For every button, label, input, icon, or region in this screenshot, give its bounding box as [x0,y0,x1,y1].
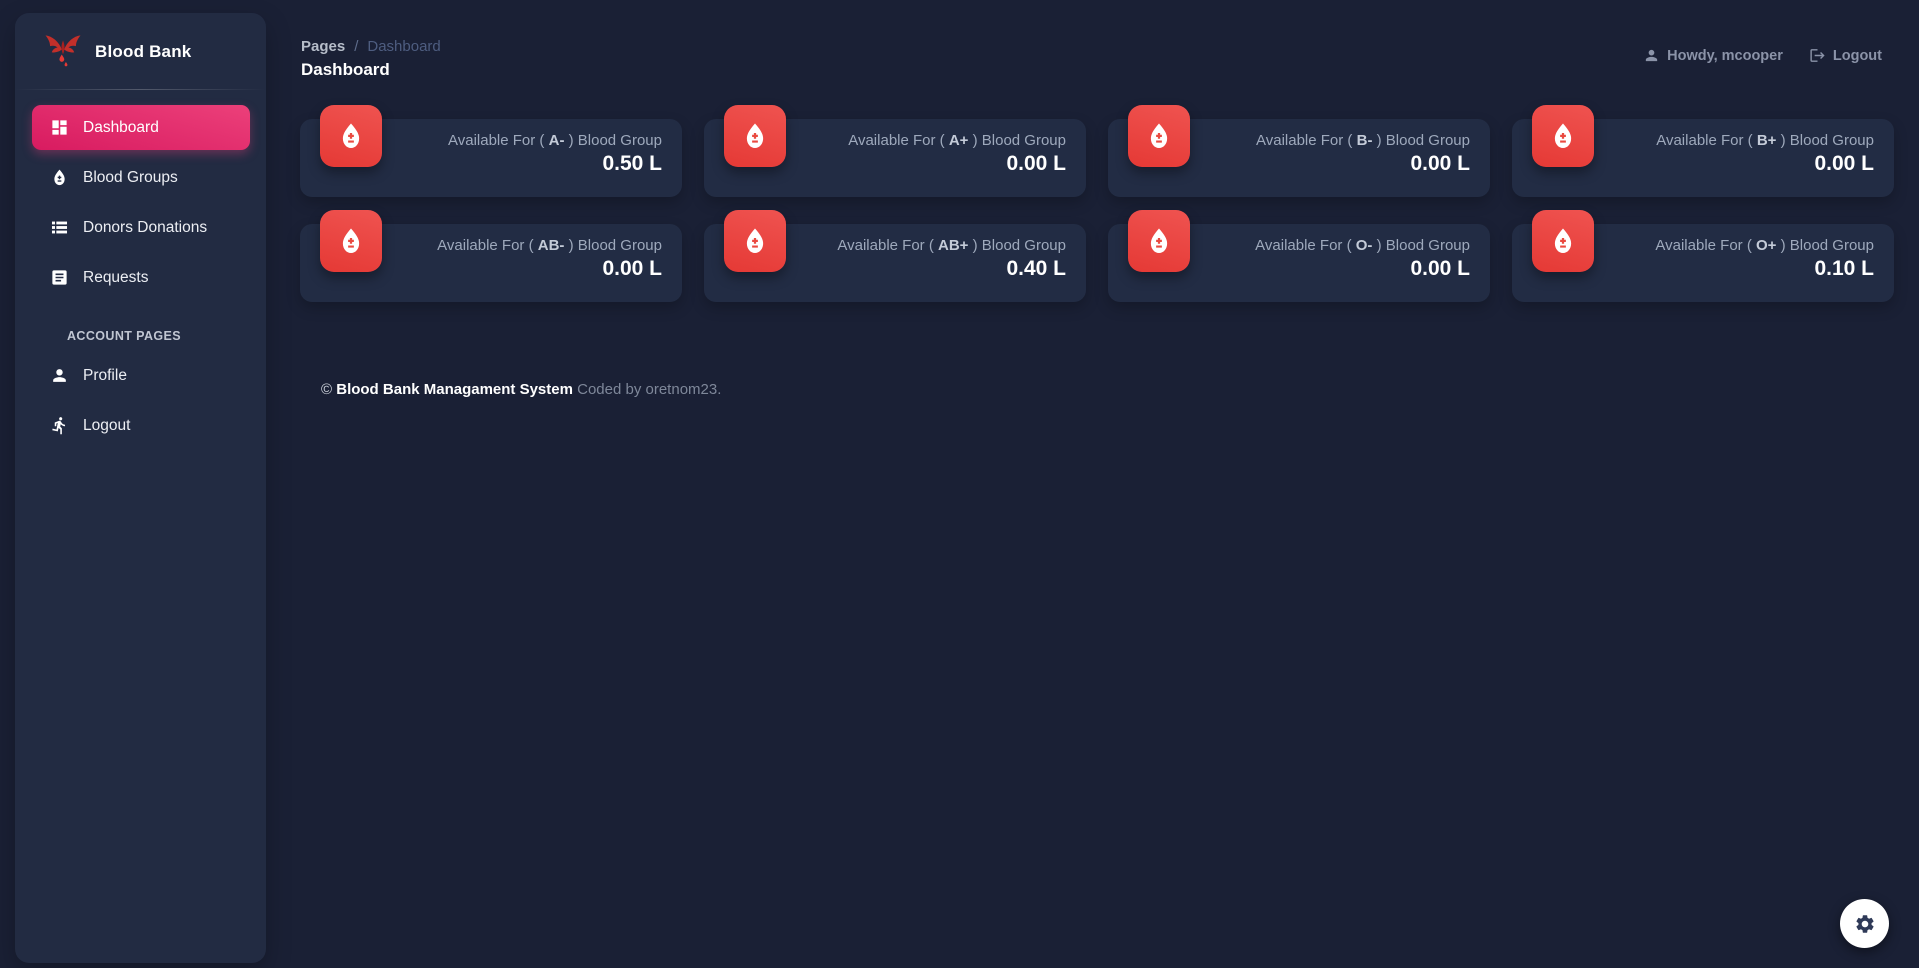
dashboard-icon [49,118,69,138]
card-label: Available For ( AB+ ) Blood Group [837,237,1066,254]
user-greeting[interactable]: Howdy, mcooper [1643,47,1783,64]
footer-credit-text: Coded by oretnom23. [577,381,722,398]
card-value: 0.00 L [1410,257,1470,280]
card-blood-group-a-neg: Available For ( A- ) Blood Group 0.50 L [300,105,682,197]
running-person-icon [49,416,69,436]
breadcrumb: Pages / Dashboard [301,38,441,55]
sidebar-item-label: Requests [83,268,149,286]
person-icon [1645,49,1658,62]
card-label: Available For ( AB- ) Blood Group [437,237,662,254]
copyright-symbol: © [321,381,333,398]
card-label: Available For ( A+ ) Blood Group [848,132,1066,149]
card-value: 0.00 L [1006,152,1066,175]
card-label: Available For ( B- ) Blood Group [1256,132,1470,149]
card-value: 0.00 L [1814,152,1874,175]
account-pages-section-label: ACCOUNT PAGES [67,329,182,343]
user-greeting-label: Howdy, mcooper [1667,47,1783,64]
blood-group-cards: Available For ( A- ) Blood Group 0.50 L … [300,105,1894,302]
sidebar-item-dashboard[interactable]: Dashboard [32,105,250,150]
sidebar-item-label: Logout [83,416,131,434]
breadcrumb-separator: / [354,38,359,55]
brand-name: Blood Bank [95,42,192,61]
logout-button[interactable]: Logout [1809,47,1882,64]
card-blood-group-b-neg: Available For ( B- ) Blood Group 0.00 L [1108,105,1490,197]
sidebar-item-label: Profile [83,366,127,384]
sidebar-item-label: Blood Groups [83,168,178,186]
card-blood-group-ab-pos: Available For ( AB+ ) Blood Group 0.40 L [704,210,1086,302]
sidebar-item-label: Dashboard [83,118,159,136]
sidebar-nav: Dashboard Blood Groups Dono [15,90,266,448]
footer-title: Blood Bank Managament System [336,381,573,398]
card-value: 0.40 L [1006,257,1066,280]
blood-drop-icon [320,210,382,272]
sidebar-divider [15,89,266,90]
brand[interactable]: Blood Bank [15,13,266,89]
table-rows-icon [49,218,69,238]
card-blood-group-o-pos: Available For ( O+ ) Blood Group 0.10 L [1512,210,1894,302]
logout-label: Logout [1832,47,1882,64]
sign-out-icon [1810,49,1825,62]
card-blood-group-a-pos: Available For ( A+ ) Blood Group 0.00 L [704,105,1086,197]
gear-icon [1855,914,1874,933]
card-label: Available For ( O+ ) Blood Group [1655,237,1874,254]
person-icon [49,366,69,386]
blood-drop-icon [320,105,382,167]
card-value: 0.10 L [1814,257,1874,280]
footer-credit: © Blood Bank Managament System Coded by … [321,381,721,398]
card-blood-group-o-neg: Available For ( O- ) Blood Group 0.00 L [1108,210,1490,302]
card-label: Available For ( B+ ) Blood Group [1656,132,1874,149]
card-value: 0.00 L [602,257,662,280]
sidebar-item-requests[interactable]: Requests [32,255,250,300]
sidebar-item-profile[interactable]: Profile [32,353,250,398]
breadcrumb-current: Dashboard [367,38,441,55]
blood-drop-icon [724,210,786,272]
card-label: Available For ( O- ) Blood Group [1255,237,1470,254]
blood-drop-icon [1128,105,1190,167]
card-label: Available For ( A- ) Blood Group [448,132,662,149]
card-value: 0.50 L [602,152,662,175]
document-icon [49,268,69,288]
blood-drop-icon [1532,210,1594,272]
page-title: Dashboard [301,60,390,79]
sidebar: Blood Bank Dashboard Blood Groups [15,13,266,963]
phoenix-logo-icon [45,35,81,67]
header-actions: Howdy, mcooper Logout [1643,47,1882,64]
breadcrumb-root[interactable]: Pages [301,38,346,55]
sidebar-item-donors-donations[interactable]: Donors Donations [32,205,250,250]
sidebar-item-logout[interactable]: Logout [32,403,250,448]
settings-fab-button[interactable] [1840,899,1889,948]
sidebar-item-label: Donors Donations [83,218,208,236]
blood-drop-icon [49,168,69,188]
blood-drop-icon [724,105,786,167]
blood-drop-icon [1128,210,1190,272]
blood-drop-icon [1532,105,1594,167]
card-blood-group-b-pos: Available For ( B+ ) Blood Group 0.00 L [1512,105,1894,197]
card-value: 0.00 L [1410,152,1470,175]
sidebar-item-blood-groups[interactable]: Blood Groups [32,155,250,200]
card-blood-group-ab-neg: Available For ( AB- ) Blood Group 0.00 L [300,210,682,302]
